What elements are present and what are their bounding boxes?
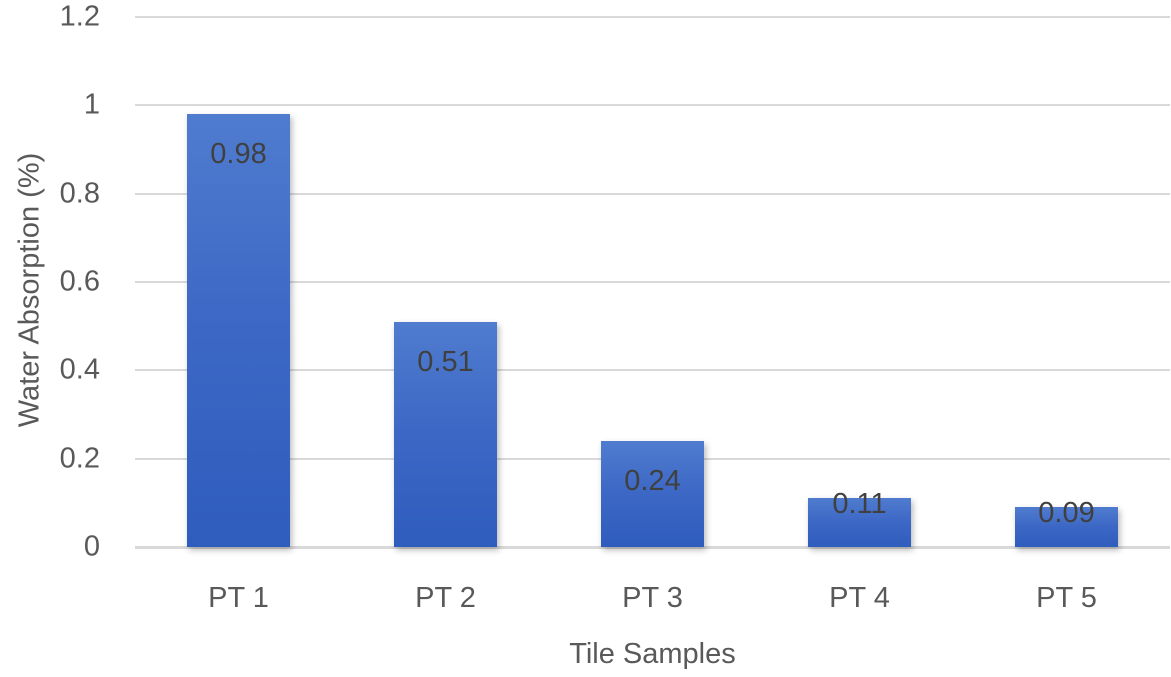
x-tick-label: PT 3 bbox=[622, 582, 683, 614]
y-axis-label: Water Absorption (%) bbox=[13, 152, 46, 428]
bar-pt-4 bbox=[808, 498, 911, 547]
gridline bbox=[135, 16, 1170, 18]
gridline bbox=[135, 104, 1170, 107]
y-tick-label: 1 bbox=[83, 88, 100, 121]
gridline bbox=[135, 192, 1170, 195]
y-tick-label: 0.2 bbox=[59, 442, 100, 475]
x-tick-label: PT 5 bbox=[1036, 582, 1097, 614]
gridline bbox=[135, 281, 1170, 283]
y-tick-label: 0 bbox=[83, 530, 100, 563]
gridline bbox=[135, 369, 1170, 372]
data-label: 0.24 bbox=[624, 465, 681, 497]
x-tick-label: PT 4 bbox=[829, 582, 890, 614]
data-label: 0.09 bbox=[1038, 497, 1095, 530]
y-tick-label: 0.6 bbox=[59, 265, 100, 298]
y-tick-label: 0.4 bbox=[59, 353, 100, 386]
bar-pt-3 bbox=[601, 441, 704, 547]
x-axis-line bbox=[135, 546, 1170, 549]
data-label: 0.51 bbox=[417, 345, 474, 378]
bar-pt-2 bbox=[394, 321, 497, 547]
x-axis-label: Tile Samples bbox=[569, 638, 736, 670]
x-tick-label: PT 1 bbox=[208, 582, 269, 614]
x-tick-label: PT 2 bbox=[415, 582, 476, 614]
data-label: 0.11 bbox=[832, 488, 887, 521]
bar-pt-5 bbox=[1015, 507, 1118, 547]
y-tick-label: 0.8 bbox=[59, 177, 100, 210]
data-label: 0.98 bbox=[210, 138, 267, 171]
y-tick-label: 1.2 bbox=[59, 0, 100, 33]
bar-pt-1 bbox=[187, 114, 290, 547]
